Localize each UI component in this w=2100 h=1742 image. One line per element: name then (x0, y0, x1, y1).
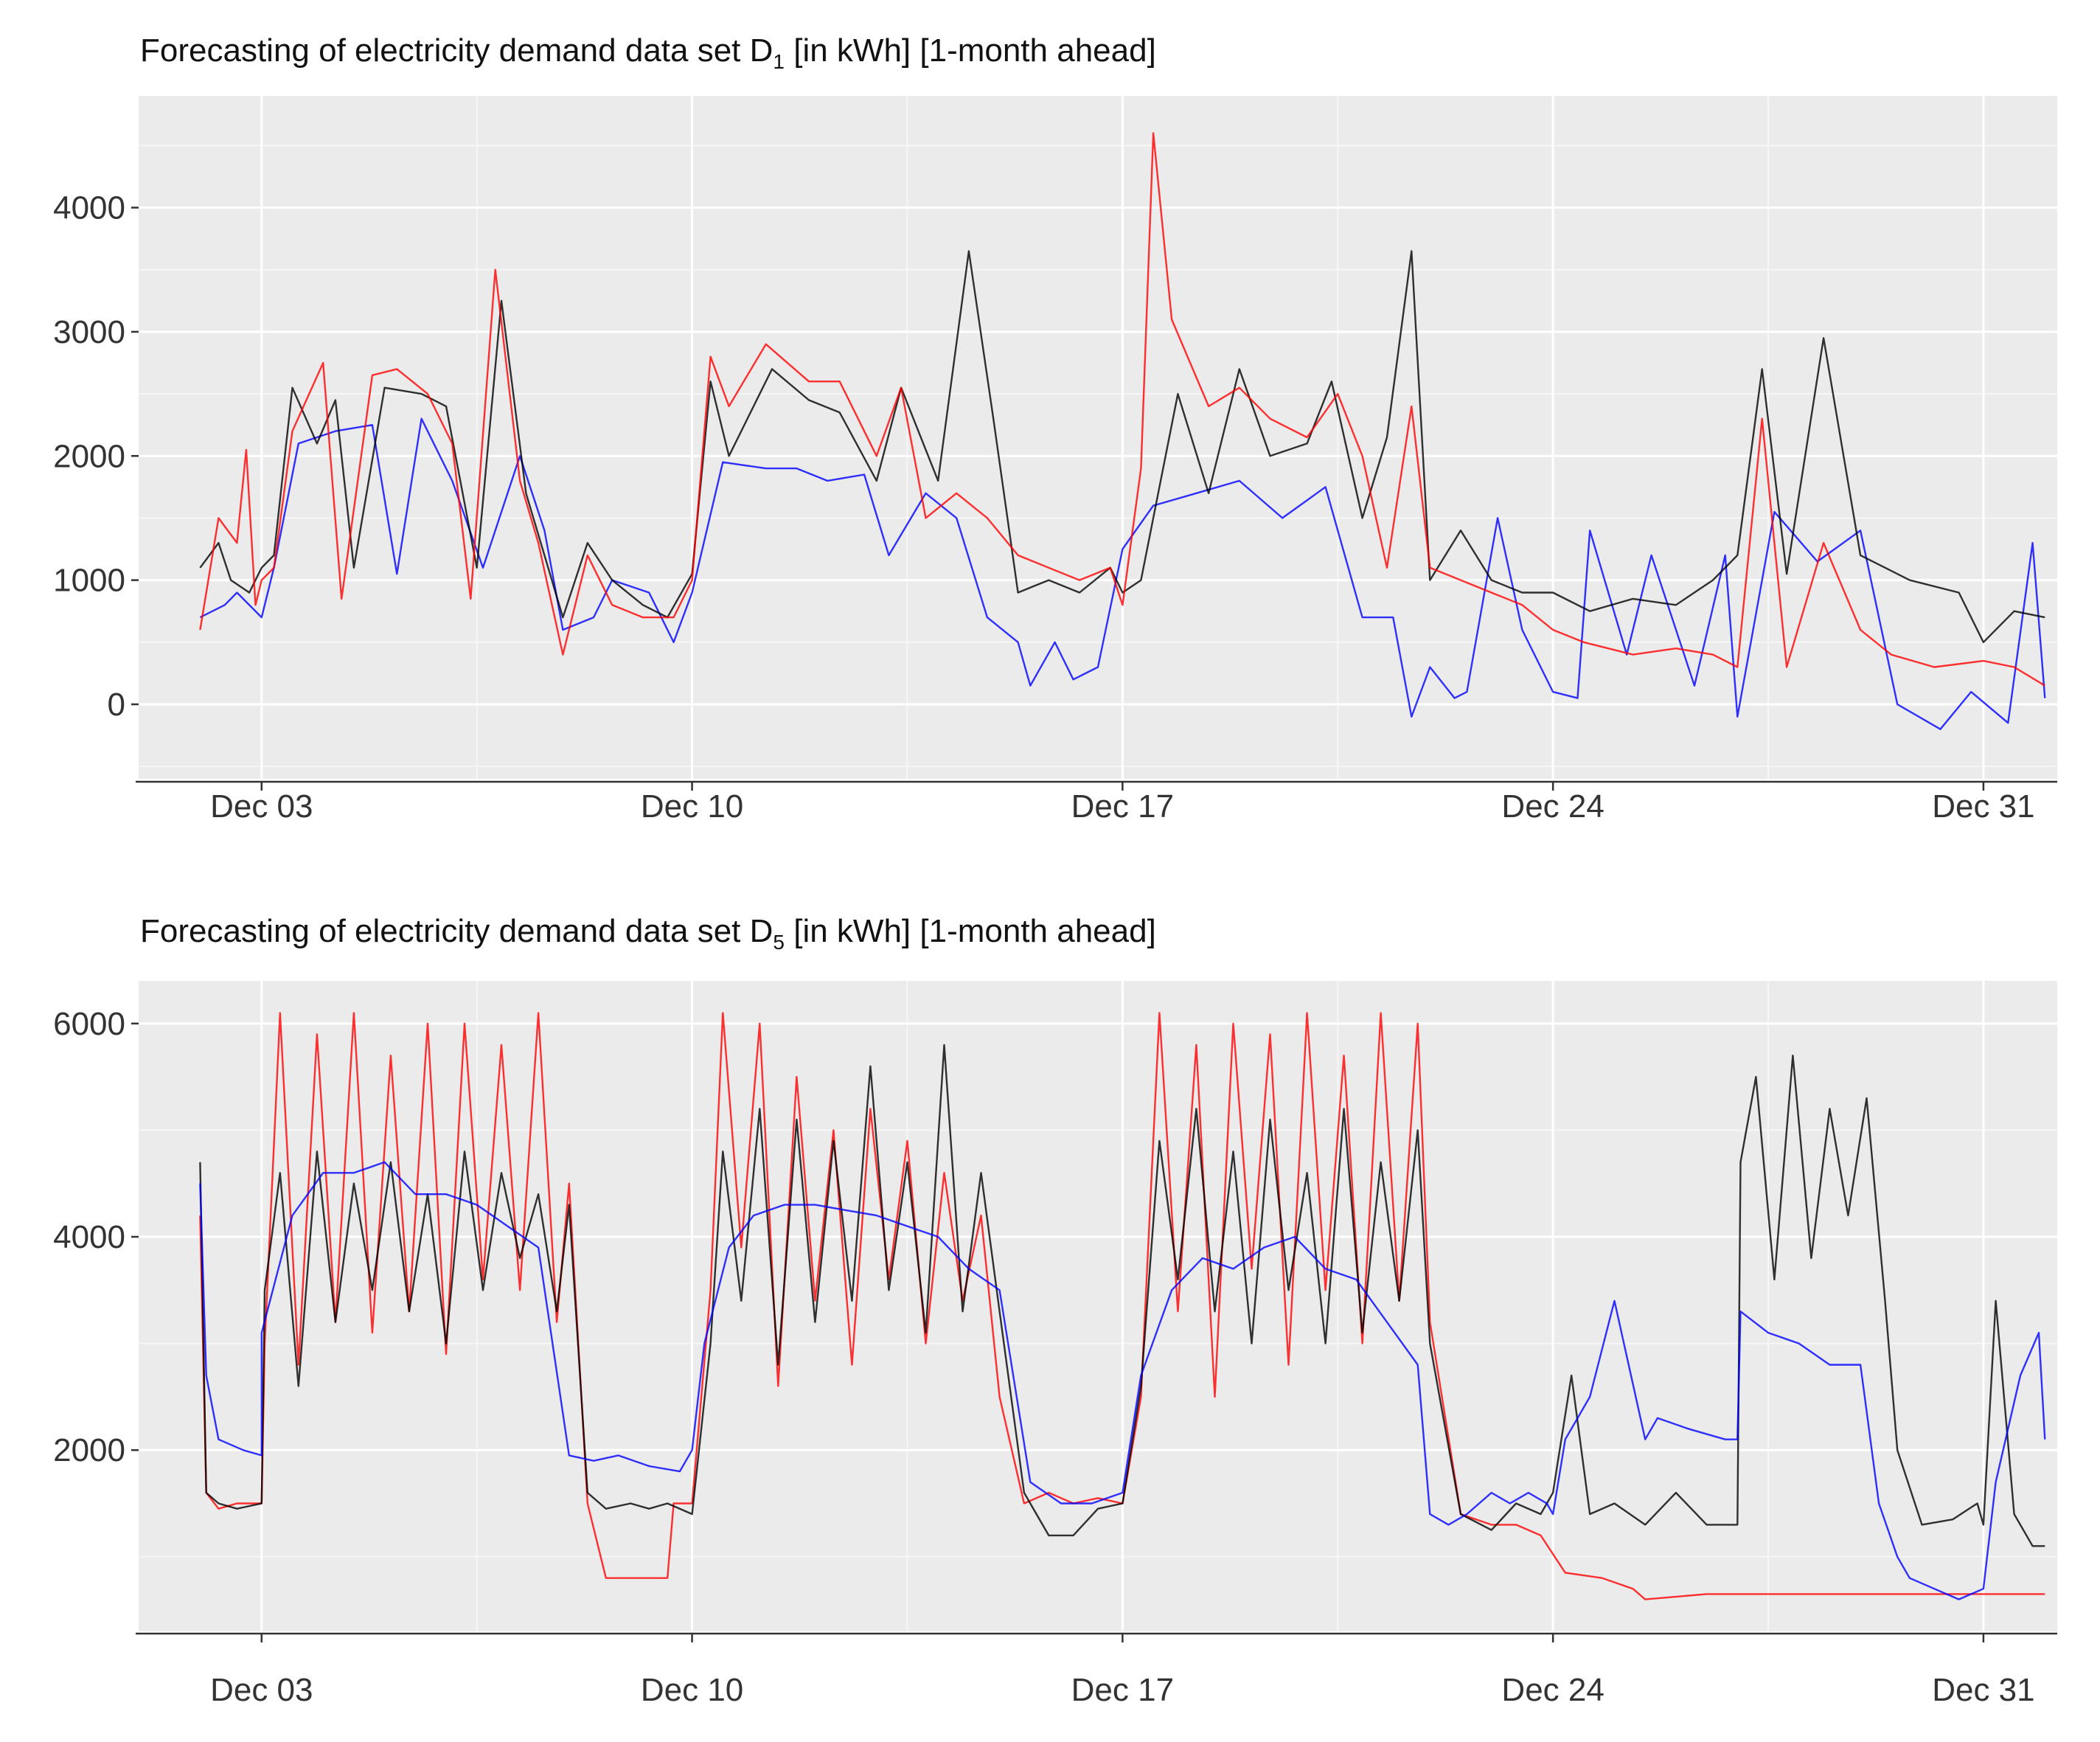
x-tick-label: Dec 24 (1501, 788, 1604, 825)
chart-1: 0 1000 2000 3000 4000 Dec 03 Dec 10 Dec 17 Dec 2… (53, 96, 2057, 825)
chart-2-title: Forecasting of electricity demand data s… (140, 913, 1156, 954)
plot-panel (139, 981, 2057, 1631)
y-tick-label: 4000 (53, 1219, 125, 1255)
x-tick-label: Dec 17 (1071, 788, 1174, 825)
y-tick-label: 3000 (53, 314, 125, 350)
x-tick-label: Dec 03 (210, 1672, 313, 1708)
chart-1-title: Forecasting of electricity demand data s… (140, 32, 1156, 73)
x-tick-label: Dec 10 (641, 788, 743, 825)
x-tick-label: Dec 10 (641, 1672, 743, 1708)
y-tick-label: 2000 (53, 438, 125, 474)
y-tick-label: 2000 (53, 1432, 125, 1468)
y-tick-label: 0 (108, 687, 125, 723)
x-tick-label: Dec 31 (1932, 1672, 2034, 1708)
y-tick-label: 4000 (53, 190, 125, 226)
series-line-1 (199, 417, 2046, 730)
series-line-2 (199, 1044, 2045, 1547)
series-line-2 (199, 250, 2045, 643)
x-tick-label: Dec 03 (210, 788, 313, 825)
series-line-3 (199, 132, 2045, 687)
y-tick-label: 6000 (53, 1006, 125, 1042)
x-tick-label: Dec 24 (1501, 1672, 1604, 1708)
y-tick-label: 1000 (53, 563, 125, 599)
x-tick-label: Dec 17 (1071, 1672, 1174, 1708)
series-line-3 (199, 1161, 2046, 1600)
x-tick-label: Dec 31 (1932, 788, 2034, 825)
